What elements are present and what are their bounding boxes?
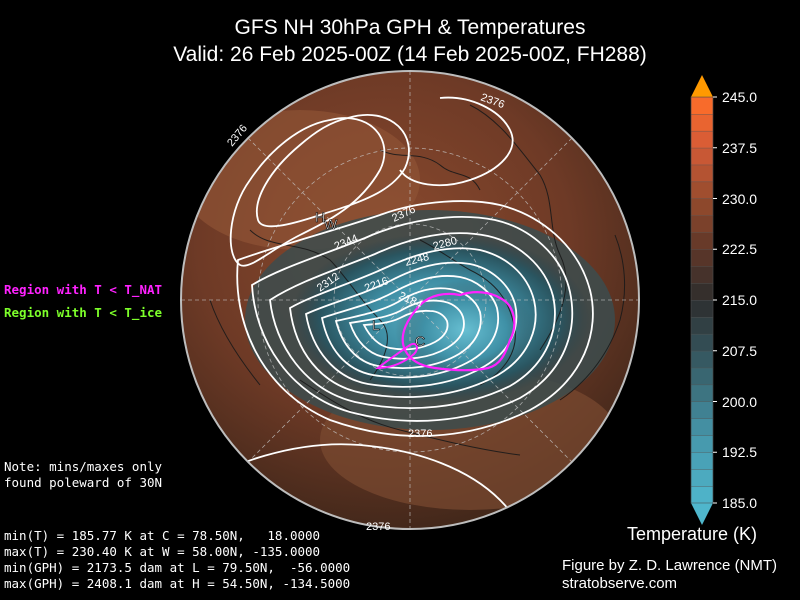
colorbar-band xyxy=(690,232,714,250)
marker-w: W xyxy=(324,216,338,232)
contour-label: 2376 xyxy=(408,428,432,440)
colorbar-tick-label: 192.5 xyxy=(722,444,758,461)
colorbar-band xyxy=(690,215,714,233)
colorbar-band xyxy=(690,249,714,267)
extrema-markers: H W L C xyxy=(315,209,426,350)
colorbar-band xyxy=(690,316,714,335)
colorbar-band xyxy=(690,401,714,419)
legend-ice: Region with T < T_ice xyxy=(4,305,163,320)
colorbar-band xyxy=(690,333,714,352)
colorbar-band xyxy=(690,452,714,470)
chart-title: GFS NH 30hPa GPH & Temperatures xyxy=(234,16,586,39)
colorbar-tick-label: 200.0 xyxy=(722,393,758,410)
nat-region-outline-small xyxy=(375,342,418,370)
colorbar-band xyxy=(690,130,714,149)
figure-url: stratobserve.com xyxy=(562,575,678,592)
colorbar-tick-label: 237.5 xyxy=(722,139,758,156)
colorbar-band xyxy=(690,198,714,216)
colorbar-band xyxy=(690,265,714,284)
stat-line: min(T) = 185.77 K at C = 78.50N, 18.0000 xyxy=(4,528,321,543)
marker-c: C xyxy=(415,333,425,349)
colorbar-band xyxy=(690,164,714,183)
colorbar-band xyxy=(690,113,714,132)
colorbar-band xyxy=(690,299,714,318)
contour-label: 2376 xyxy=(366,521,390,533)
colorbar-tick-label: 230.0 xyxy=(722,190,758,207)
colorbar-band xyxy=(690,485,714,504)
stat-line: max(GPH) = 2408.1 dam at H = 54.50N, -13… xyxy=(4,576,351,591)
colorbar-band xyxy=(690,147,714,166)
colorbar-band xyxy=(690,468,714,487)
map-boundary xyxy=(180,70,640,530)
colorbar-band xyxy=(690,418,714,436)
marker-h: H xyxy=(315,209,325,225)
colorbar-extend-top xyxy=(691,75,713,97)
colorbar-extend-bottom xyxy=(691,503,713,525)
colorbar-band xyxy=(690,350,714,369)
colorbar-tick-label: 215.0 xyxy=(722,292,758,308)
note-line: Note: mins/maxes only xyxy=(4,459,163,474)
note: Note: mins/maxes only found poleward of … xyxy=(4,459,162,491)
colorbar-band xyxy=(690,367,714,386)
marker-l: L xyxy=(372,317,380,333)
colorbar-title: Temperature (K) xyxy=(627,524,758,544)
nat-region-outline xyxy=(401,291,516,372)
colorbar-tick-label: 185.0 xyxy=(722,495,758,511)
chart-subtitle: Valid: 26 Feb 2025-00Z (14 Feb 2025-00Z,… xyxy=(173,43,647,66)
stat-line: min(GPH) = 2173.5 dam at L = 79.50N, -56… xyxy=(4,560,351,575)
stats-block: min(T) = 185.77 K at C = 78.50N, 18.0000… xyxy=(4,528,350,592)
legend-nat: Region with T < T_NAT xyxy=(4,282,163,297)
figure-credit: Figure by Z. D. Lawrence (NMT) xyxy=(562,557,778,574)
note-line: found poleward of 30N xyxy=(4,475,163,490)
colorbar-tick-label: 222.5 xyxy=(722,241,758,258)
colorbar-band xyxy=(690,384,714,403)
colorbar-band xyxy=(690,96,714,115)
colorbar-tick-label: 245.0 xyxy=(722,89,758,105)
colorbar-band xyxy=(690,282,714,301)
colorbar-tick-label: 207.5 xyxy=(722,342,758,359)
colorbar-band xyxy=(690,181,714,199)
colorbar-bands xyxy=(690,96,714,504)
colorbar-band xyxy=(690,435,714,453)
stat-line: max(T) = 230.40 K at W = 58.00N, -135.00… xyxy=(4,544,321,559)
